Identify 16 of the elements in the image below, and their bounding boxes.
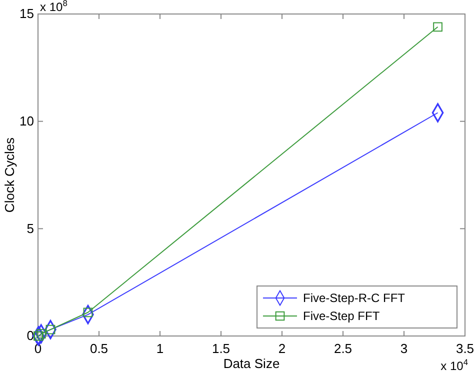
text: x 10$^{8}$ [40,0,68,14]
y-axis-title: Clock Cycles [2,136,17,213]
legend-label: Five-Step FFT [303,309,380,323]
x-tick-label: 1 [156,341,164,356]
text: x 10$^{4}$ [440,357,468,373]
x-tick-label: 2.5 [334,341,352,356]
y-tick-label: 5 [26,220,34,236]
x-tick-label: 0.5 [90,341,108,356]
y-tick-label: 10 [20,113,34,128]
x-tick-label: 3.5 [456,341,474,356]
x-tick-label: 1.5 [212,341,230,356]
x-tick-label: 3 [400,341,408,356]
x-tick-label: 2 [278,341,286,356]
y-tick-label: 15 [20,6,34,22]
x-axis-title: Data Size [223,356,280,371]
legend-label: Five-Step-R-C FFT [303,291,406,305]
